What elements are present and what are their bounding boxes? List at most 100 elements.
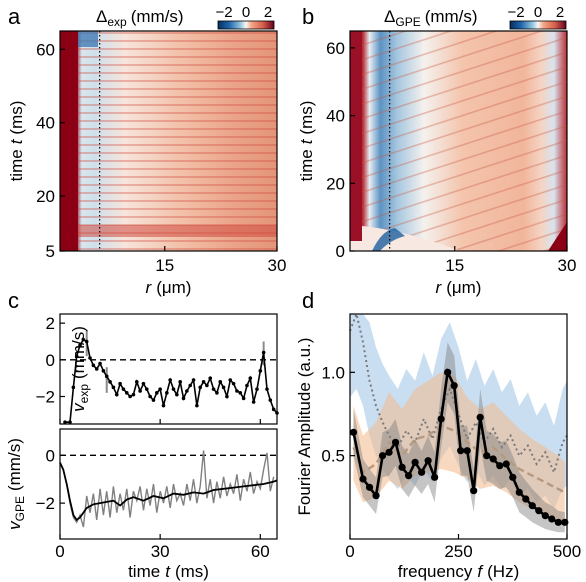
dashed-series-line [352, 424, 566, 494]
panel-b-hot-edge [350, 31, 362, 241]
y-axis-unit: (ms) [7, 101, 26, 135]
data-point [78, 343, 82, 347]
panel-d-plot: 0.5 1.0 0 250 500 frequency f (Hz) Fourier Ampli… [295, 310, 581, 581]
data-point [241, 396, 246, 401]
panel-c-letter: c [8, 288, 19, 313]
panel-b-colorbar-label: ΔGPE (mm/s) [384, 7, 478, 29]
data-point [98, 361, 102, 366]
data-point [391, 438, 400, 446]
data-point [245, 383, 249, 388]
y-tick-label: 2 [46, 314, 55, 333]
smoothed-series-line [59, 462, 278, 522]
x-tick-label: 0 [345, 542, 354, 561]
panel-c-lower-frame [59, 428, 278, 540]
data-point [148, 394, 152, 399]
y-tick-label: 1.0 [321, 363, 345, 382]
data-point [359, 475, 367, 483]
y-tick-label: 0 [46, 446, 55, 465]
x-axis-unit: (Hz) [487, 562, 519, 581]
y-tick-label: 0 [46, 351, 55, 370]
dotted-series-line [349, 310, 568, 476]
data-point [548, 515, 556, 523]
x-tick-label: 15 [155, 256, 174, 275]
data-point [463, 447, 471, 455]
y-axis-unit: (mm/s) [5, 438, 24, 491]
data-point [188, 383, 192, 388]
data-point [63, 420, 67, 424]
panel-b-hot-corner [548, 222, 567, 251]
y-tick-label: −2 [36, 388, 55, 407]
y-axis-unit: (ms) [297, 101, 316, 135]
data-point [191, 378, 196, 382]
x-axis-label: time t (ms) [128, 562, 209, 581]
colorbar-tick-label: 0 [534, 4, 542, 21]
data-point [71, 385, 76, 390]
panel-a-heatmap-stripes [60, 31, 277, 251]
y-axis-sub: exp [77, 384, 91, 404]
x-axis-var: r [436, 278, 443, 297]
data-point [404, 472, 413, 480]
data-point [141, 381, 146, 386]
data-point [522, 495, 530, 503]
data-point [165, 391, 169, 395]
data-point [418, 468, 426, 476]
data-point [178, 380, 182, 384]
colorbar-tick-label: 2 [264, 4, 272, 21]
x-axis-label: frequency f (Hz) [398, 562, 520, 581]
x-axis-main: time [128, 562, 160, 581]
data-point [457, 447, 465, 455]
data-point [201, 380, 206, 384]
y-axis-var: t [297, 138, 316, 144]
data-point [515, 488, 523, 496]
y-axis-unit: (a.u.) [295, 338, 314, 378]
data-point [111, 385, 116, 390]
data-point [138, 389, 142, 393]
data-point [349, 428, 358, 436]
panel-a-frame [59, 30, 278, 252]
data-point [450, 382, 458, 390]
data-point [181, 396, 186, 401]
y-axis-var: v [5, 520, 24, 530]
x-tick-label: 15 [445, 256, 464, 275]
colorbar-tick-label: −2 [507, 4, 524, 21]
y-axis-main: time [7, 149, 26, 181]
data-point [228, 378, 233, 382]
x-tick-label: 30 [151, 542, 170, 561]
data-point [205, 383, 209, 388]
data-point [101, 369, 106, 373]
data-point [215, 391, 219, 395]
data-point [431, 473, 439, 481]
x-axis-unit: (μm) [446, 278, 481, 297]
data-point [134, 380, 139, 384]
data-point [231, 381, 236, 386]
data-point [238, 391, 243, 395]
data-point [84, 339, 89, 344]
y-axis-label: time t (ms) [297, 101, 316, 182]
data-point [88, 356, 92, 360]
data-point [225, 394, 229, 399]
x-tick-label: 60 [251, 542, 270, 561]
data-point [372, 492, 380, 500]
y-axis-main: time [297, 149, 316, 181]
panel-c-upper-frame [59, 313, 278, 425]
y-axis-unit: (mm/s) [69, 326, 88, 379]
data-point [221, 385, 226, 390]
data-point [131, 392, 136, 397]
panel-b-cold-feature [372, 228, 405, 251]
data-point [208, 376, 213, 380]
x-tick-label: 30 [268, 256, 287, 275]
data-point [385, 448, 393, 456]
y-tick-label: 40 [36, 114, 55, 133]
x-axis-unit: (μm) [156, 278, 191, 297]
data-point [198, 385, 203, 390]
data-point [151, 398, 156, 402]
x-tick-label: 500 [553, 542, 581, 561]
data-point [68, 420, 72, 424]
x-axis-label: r (μm) [436, 278, 482, 297]
panel-a-letter: a [8, 4, 21, 29]
panel-a-colorbar-ticks: −2 0 2 [215, 4, 272, 21]
data-point [118, 381, 122, 386]
data-point [108, 380, 112, 384]
y-tick-label: 0.5 [321, 447, 345, 466]
